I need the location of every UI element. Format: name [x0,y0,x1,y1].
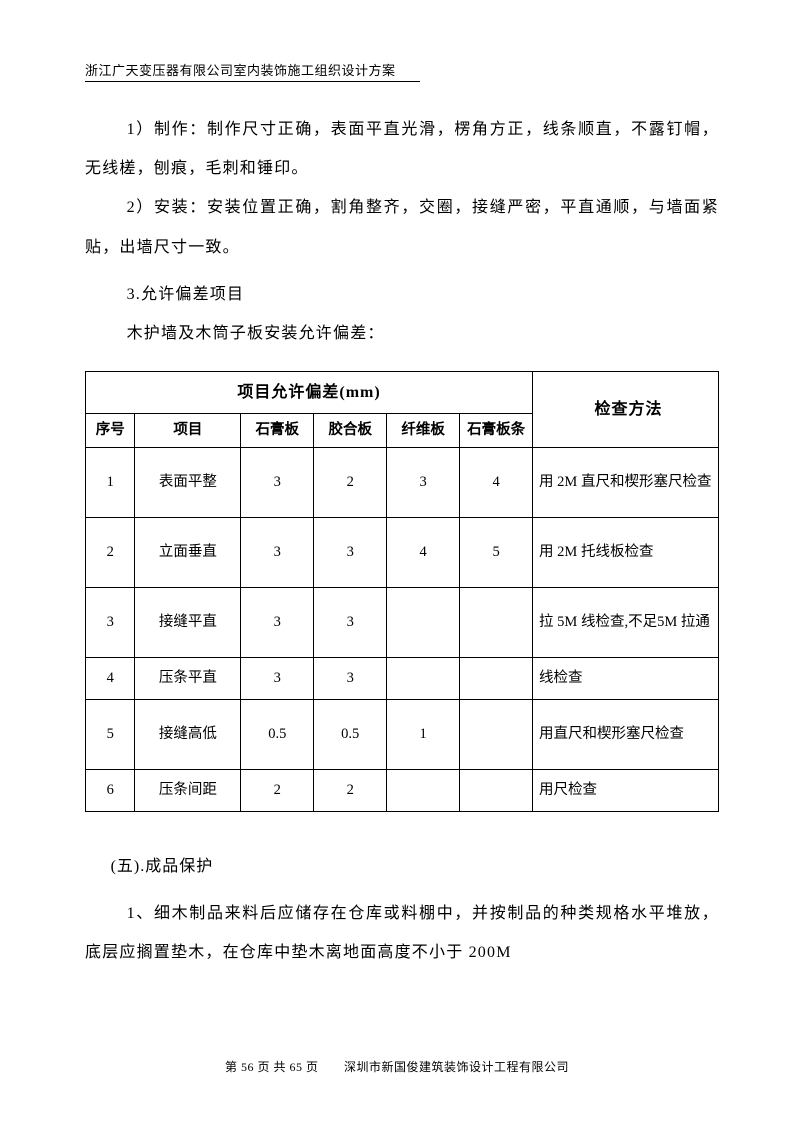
cell-v4: 4 [460,448,533,518]
cell-v1: 2 [241,770,314,812]
cell-v2: 3 [314,658,387,700]
cell-v2: 3 [314,518,387,588]
cell-v2: 0.5 [314,700,387,770]
table-row: 5 接缝高低 0.5 0.5 1 用直尺和楔形塞尺检查 [86,700,719,770]
th-main: 项目允许偏差(mm) [86,372,533,414]
table-row: 3 接缝平直 3 3 拉 5M 线检查,不足5M 拉通 [86,588,719,658]
cell-v1: 3 [241,658,314,700]
cell-v3 [387,588,460,658]
table-row: 4 压条平直 3 3 线检查 [86,658,719,700]
cell-seq: 1 [86,448,135,518]
para-6: 1、细木制品来料后应储存在仓库或料棚中，并按制品的种类规格水平堆放，底层应搁置垫… [85,894,719,972]
cell-item: 接缝平直 [135,588,241,658]
para-2: 2）安装：安装位置正确，割角整齐，交圈，接缝严密，平直通顺，与墙面紧贴，出墙尺寸… [85,188,719,266]
doc-header: 浙江广天变压器有限公司室内装饰施工组织设计方案 [85,60,420,82]
para-3: 3.允许偏差项目 [85,275,719,314]
doc-header-title: 浙江广天变压器有限公司室内装饰施工组织设计方案 [85,63,396,78]
cell-v3: 1 [387,700,460,770]
cell-v4 [460,658,533,700]
cell-item: 接缝高低 [135,700,241,770]
cell-seq: 4 [86,658,135,700]
cell-v3 [387,770,460,812]
cell-v1: 3 [241,448,314,518]
th-c2: 胶合板 [314,414,387,448]
cell-seq: 6 [86,770,135,812]
cell-method: 用直尺和楔形塞尺检查 [533,700,719,770]
page-footer: 第 56 页 共 65 页 深圳市新国俊建筑装饰设计工程有限公司 [0,1058,794,1075]
cell-v4 [460,770,533,812]
company-name: 深圳市新国俊建筑装饰设计工程有限公司 [344,1060,569,1074]
th-c1: 石膏板 [241,414,314,448]
para-4: 木护墙及木筒子板安装允许偏差： [85,314,719,353]
cell-item: 立面垂直 [135,518,241,588]
table-row: 2 立面垂直 3 3 4 5 用 2M 托线板检查 [86,518,719,588]
cell-method: 用 2M 直尺和楔形塞尺检查 [533,448,719,518]
th-seq: 序号 [86,414,135,448]
cell-v4 [460,588,533,658]
cell-v2: 2 [314,770,387,812]
cell-method: 用尺检查 [533,770,719,812]
body: 1）制作：制作尺寸正确，表面平直光滑，楞角方正，线条顺直，不露钉帽，无线槎，刨痕… [85,110,719,353]
body-2: 1、细木制品来料后应储存在仓库或料棚中，并按制品的种类规格水平堆放，底层应搁置垫… [85,894,719,972]
tolerance-table: 项目允许偏差(mm) 检查方法 序号 项目 石膏板 胶合板 纤维板 石膏板条 1… [85,371,719,812]
cell-method: 用 2M 托线板检查 [533,518,719,588]
cell-item: 压条间距 [135,770,241,812]
th-c3: 纤维板 [387,414,460,448]
cell-v3: 3 [387,448,460,518]
cell-seq: 2 [86,518,135,588]
cell-seq: 5 [86,700,135,770]
table-row: 6 压条间距 2 2 用尺检查 [86,770,719,812]
cell-v3 [387,658,460,700]
cell-item: 表面平整 [135,448,241,518]
th-c4: 石膏板条 [460,414,533,448]
cell-method: 拉 5M 线检查,不足5M 拉通 [533,588,719,658]
table-row: 1 表面平整 3 2 3 4 用 2M 直尺和楔形塞尺检查 [86,448,719,518]
cell-method: 线检查 [533,658,719,700]
cell-seq: 3 [86,588,135,658]
cell-v2: 2 [314,448,387,518]
cell-v3: 4 [387,518,460,588]
cell-item: 压条平直 [135,658,241,700]
cell-v4 [460,700,533,770]
cell-v1: 0.5 [241,700,314,770]
th-method: 检查方法 [533,372,719,448]
cell-v2: 3 [314,588,387,658]
th-item: 项目 [135,414,241,448]
section-5-title: (五).成品保护 [85,852,719,876]
cell-v1: 3 [241,588,314,658]
cell-v1: 3 [241,518,314,588]
cell-v4: 5 [460,518,533,588]
page-number: 第 56 页 共 65 页 [225,1060,319,1074]
para-1: 1）制作：制作尺寸正确，表面平直光滑，楞角方正，线条顺直，不露钉帽，无线槎，刨痕… [85,110,719,188]
